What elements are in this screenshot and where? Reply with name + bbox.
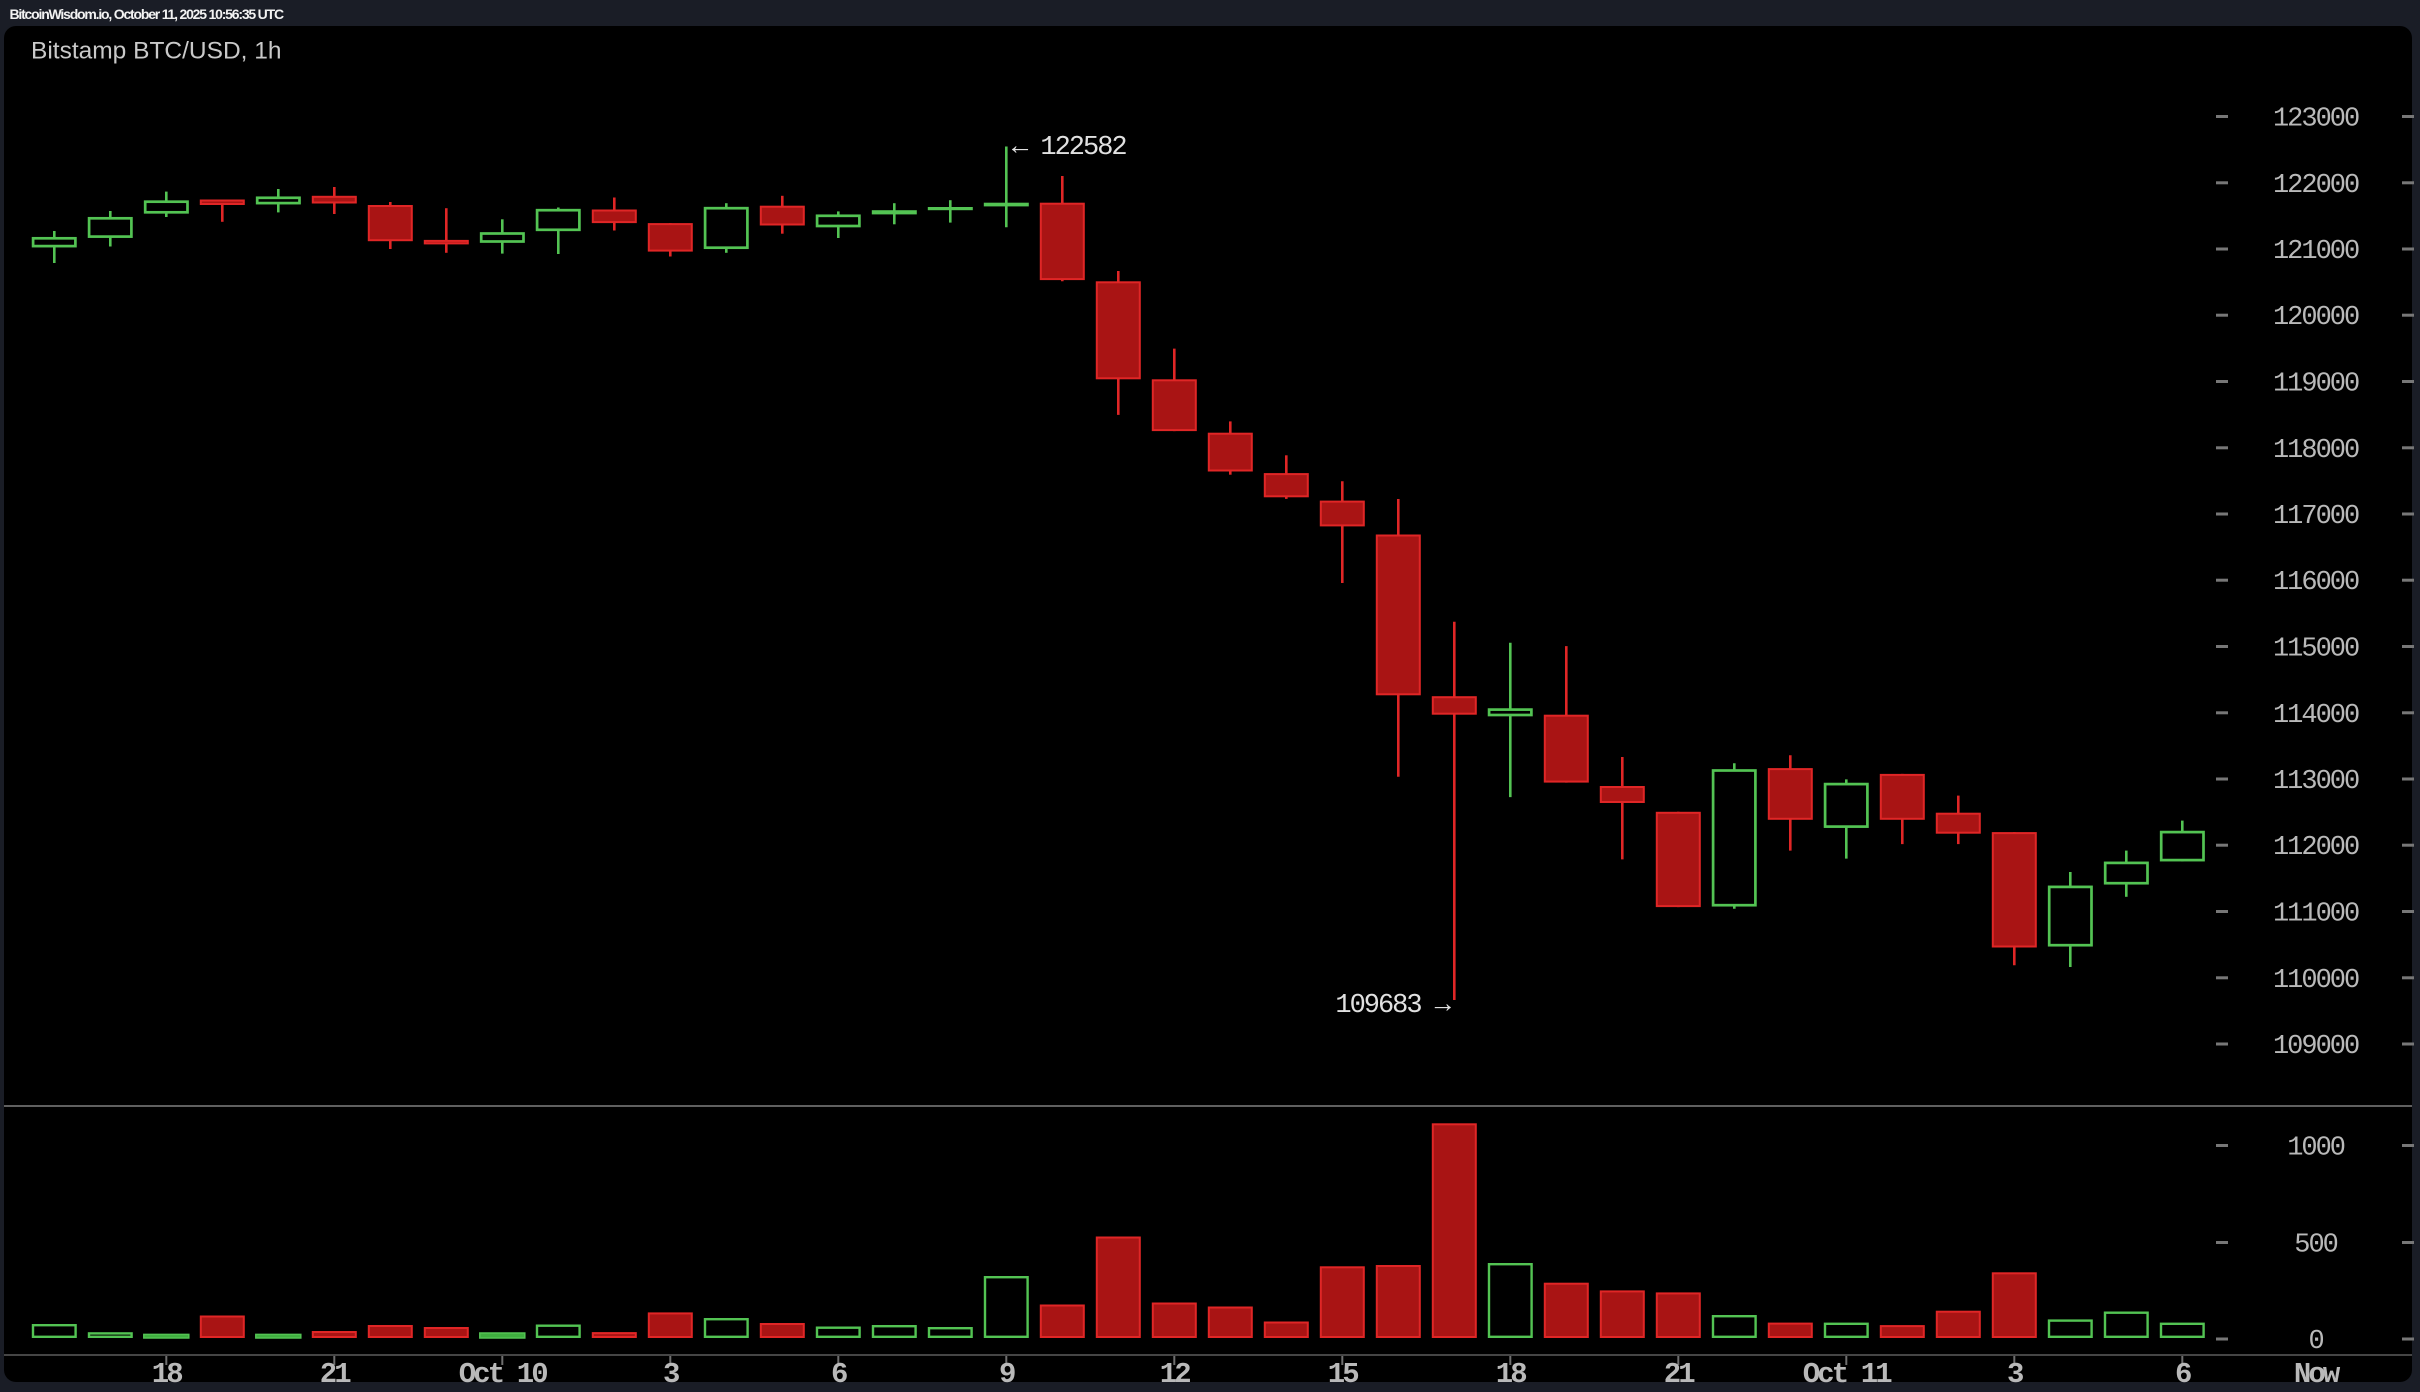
svg-text:21: 21 bbox=[320, 1358, 352, 1391]
svg-text:18: 18 bbox=[152, 1358, 183, 1391]
svg-text:120000: 120000 bbox=[2273, 303, 2359, 333]
svg-text:Bitstamp BTC/USD, 1h: Bitstamp BTC/USD, 1h bbox=[31, 38, 282, 65]
svg-text:113000: 113000 bbox=[2273, 767, 2359, 797]
svg-text:Oct 11: Oct 11 bbox=[1803, 1358, 1893, 1391]
svg-text:109683 →: 109683 → bbox=[1335, 991, 1451, 1021]
svg-text:Now: Now bbox=[2294, 1358, 2341, 1391]
svg-text:121000: 121000 bbox=[2273, 237, 2359, 267]
svg-text:9: 9 bbox=[999, 1358, 1015, 1391]
svg-text:6: 6 bbox=[831, 1358, 847, 1391]
svg-text:109000: 109000 bbox=[2273, 1032, 2359, 1062]
svg-text:123000: 123000 bbox=[2273, 105, 2359, 135]
svg-text:12: 12 bbox=[1160, 1358, 1191, 1391]
svg-text:110000: 110000 bbox=[2273, 966, 2359, 996]
svg-text:6: 6 bbox=[2175, 1358, 2191, 1391]
svg-text:21: 21 bbox=[1664, 1358, 1696, 1391]
svg-text:111000: 111000 bbox=[2273, 900, 2359, 930]
svg-text:3: 3 bbox=[663, 1358, 679, 1391]
svg-text:500: 500 bbox=[2294, 1231, 2337, 1261]
svg-text:115000: 115000 bbox=[2273, 635, 2359, 665]
svg-text:1000: 1000 bbox=[2287, 1134, 2345, 1164]
svg-text:← 122582: ← 122582 bbox=[1012, 133, 1126, 163]
svg-text:116000: 116000 bbox=[2273, 568, 2359, 598]
svg-text:BitcoinWisdom.io, October 11,: BitcoinWisdom.io, October 11, 2025 10:56… bbox=[10, 6, 284, 22]
svg-text:Oct 10: Oct 10 bbox=[459, 1358, 548, 1391]
svg-text:18: 18 bbox=[1496, 1358, 1527, 1391]
svg-text:118000: 118000 bbox=[2273, 436, 2359, 466]
svg-text:3: 3 bbox=[2007, 1358, 2023, 1391]
svg-text:117000: 117000 bbox=[2273, 502, 2359, 532]
svg-text:122000: 122000 bbox=[2273, 171, 2359, 201]
svg-text:15: 15 bbox=[1328, 1358, 1359, 1391]
svg-text:119000: 119000 bbox=[2273, 370, 2359, 400]
svg-text:0: 0 bbox=[2308, 1327, 2323, 1357]
svg-text:114000: 114000 bbox=[2273, 701, 2359, 731]
svg-text:112000: 112000 bbox=[2273, 833, 2359, 863]
